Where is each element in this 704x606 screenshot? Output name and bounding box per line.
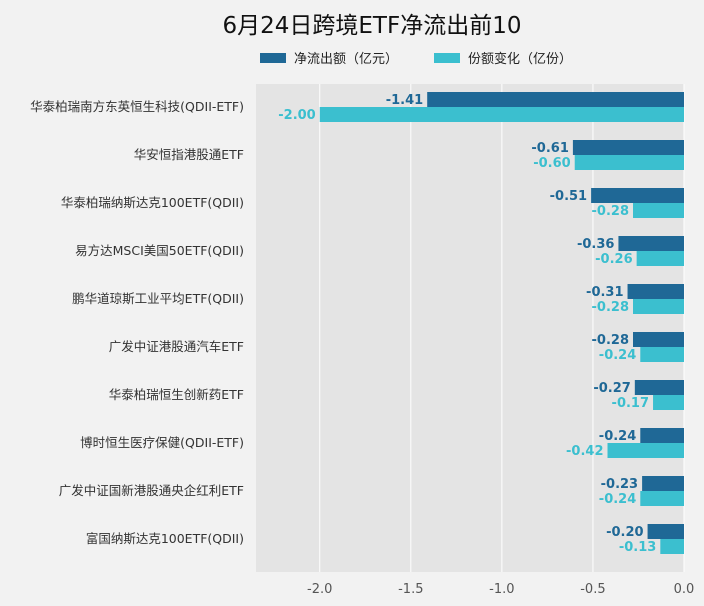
data-label: -0.24 [599, 492, 636, 507]
category-label: 富国纳斯达克100ETF(QDII) [86, 531, 244, 546]
share-change-bar [633, 203, 684, 218]
legend-item-share-change: 份额变化（亿份） [434, 48, 572, 67]
data-label: -0.31 [586, 285, 623, 300]
data-label: -0.60 [533, 156, 570, 171]
category-label: 华泰柏瑞南方东英恒生科技(QDII-ETF) [30, 99, 244, 114]
x-tick-label: -1.0 [489, 582, 514, 597]
net-outflow-bar [627, 284, 684, 299]
data-label: -0.28 [592, 300, 629, 315]
net-outflow-bar [618, 236, 684, 251]
net-outflow-bar [642, 476, 684, 491]
share-change-bar [574, 155, 684, 170]
category-label: 广发中证国新港股通央企红利ETF [59, 483, 244, 498]
data-label: -0.51 [550, 189, 587, 204]
net-outflow-bar [634, 380, 684, 395]
data-label: -0.36 [577, 237, 614, 252]
net-outflow-bar [427, 92, 684, 107]
data-label: -2.00 [278, 108, 315, 123]
data-label: -0.27 [593, 381, 630, 396]
share-change-bar [640, 347, 684, 362]
net-outflow-bar [647, 524, 684, 539]
share-change-bar [640, 491, 684, 506]
legend-swatch-net-outflow [260, 52, 286, 63]
category-label: 广发中证港股通汽车ETF [109, 339, 244, 354]
data-label: -0.13 [619, 540, 656, 555]
data-label: -0.23 [601, 477, 638, 492]
category-label: 华泰柏瑞纳斯达克100ETF(QDII) [61, 195, 244, 210]
share-change-bar [636, 251, 684, 266]
data-label: -0.42 [566, 444, 603, 459]
share-change-bar [660, 539, 684, 554]
legend-swatch-share-change [434, 52, 461, 63]
data-label: -0.17 [612, 396, 649, 411]
chart-title: 6月24日跨境ETF净流出前10 [222, 13, 522, 39]
category-label: 易方达MSCI美国50ETF(QDII) [75, 243, 244, 258]
net-outflow-bar [591, 188, 684, 203]
data-label: -0.61 [531, 141, 568, 156]
category-label: 博时恒生医疗保健(QDII-ETF) [80, 435, 244, 450]
share-change-bar [607, 443, 684, 458]
share-change-bar [653, 395, 684, 410]
x-tick-label: -2.0 [307, 582, 332, 597]
category-label: 华安恒指港股通ETF [134, 147, 244, 162]
data-label: -0.24 [599, 348, 636, 363]
legend-label-share-change: 份额变化（亿份） [468, 52, 573, 67]
x-tick-label: -0.5 [580, 582, 605, 597]
data-label: -1.41 [386, 93, 423, 108]
legend-label-net-outflow: 净流出额（亿元） [294, 52, 399, 67]
data-label: -0.26 [595, 252, 632, 267]
legend-item-net-outflow: 净流出额（亿元） [260, 48, 398, 67]
net-outflow-bar [633, 332, 684, 347]
data-label: -0.28 [592, 333, 629, 348]
data-label: -0.20 [606, 525, 643, 540]
category-label: 华泰柏瑞恒生创新药ETF [109, 387, 244, 402]
share-change-bar [633, 299, 684, 314]
net-outflow-bar [640, 428, 684, 443]
data-label: -0.24 [599, 429, 636, 444]
category-label: 鹏华道琼斯工业平均ETF(QDII) [72, 291, 244, 306]
x-tick-label: -1.5 [398, 582, 423, 597]
share-change-bar [319, 107, 684, 122]
legend: 净流出额（亿元） 份额变化（亿份） [260, 48, 572, 67]
net-outflow-bar [572, 140, 684, 155]
data-label: -0.28 [592, 204, 629, 219]
x-tick-label: 0.0 [674, 582, 695, 597]
